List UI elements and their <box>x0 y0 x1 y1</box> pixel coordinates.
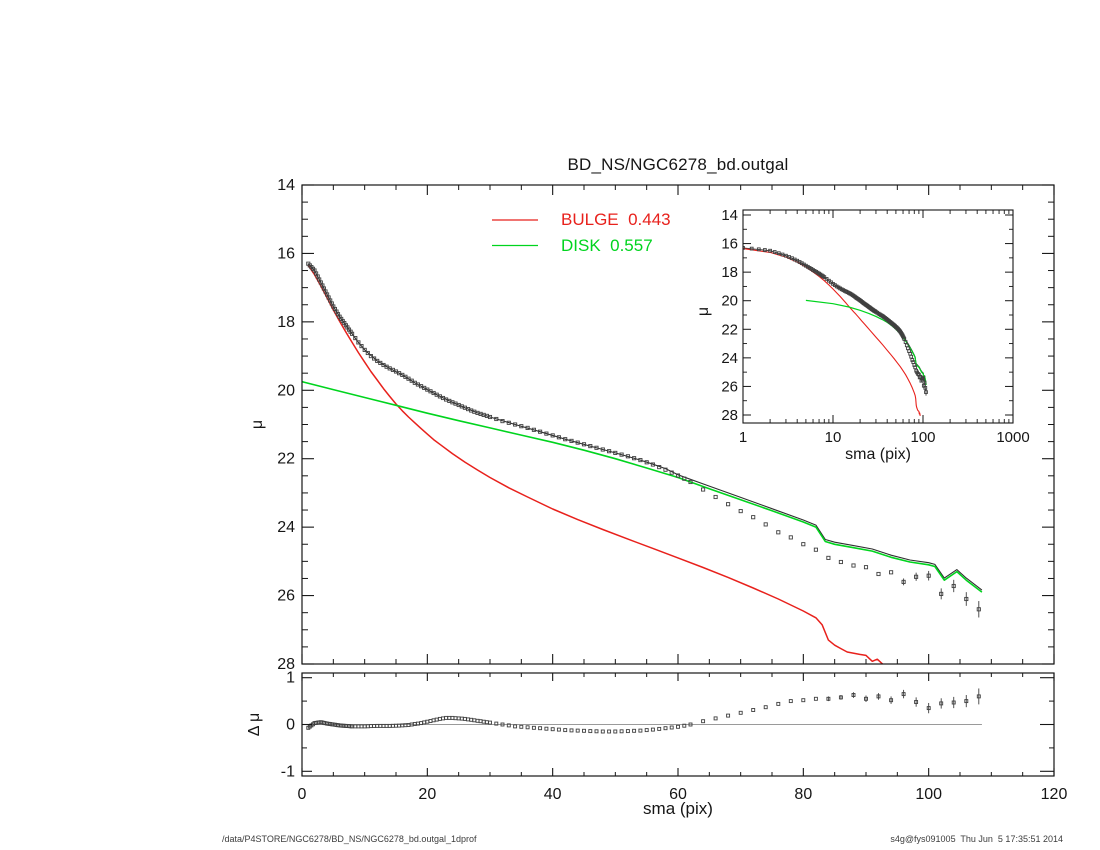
svg-text:24: 24 <box>721 350 738 367</box>
svg-text:14: 14 <box>277 177 295 194</box>
residual-markers <box>306 692 981 734</box>
observed-profile-markers <box>306 261 981 612</box>
svg-text:-1: -1 <box>281 763 295 780</box>
svg-text:1000: 1000 <box>996 429 1029 446</box>
main-plot-series <box>302 261 983 664</box>
svg-text:26: 26 <box>721 378 738 395</box>
svg-text:40: 40 <box>544 786 562 803</box>
main-plot-frame: 14 16 18 20 22 24 26 28 μ <box>249 177 1055 673</box>
svg-text:1: 1 <box>739 429 747 446</box>
svg-text:120: 120 <box>1041 786 1068 803</box>
residual-y-axis-label: Δ μ <box>246 713 263 736</box>
legend-label-disk: DISK 0.557 <box>561 236 653 255</box>
svg-text:22: 22 <box>277 451 295 468</box>
svg-text:20: 20 <box>277 382 295 399</box>
svg-text:16: 16 <box>277 245 295 262</box>
legend-line-samples <box>492 219 538 247</box>
svg-text:1: 1 <box>286 670 295 687</box>
svg-text:18: 18 <box>721 264 738 281</box>
svg-text:14: 14 <box>721 207 738 224</box>
svg-text:0: 0 <box>298 786 307 803</box>
shared-x-axis-label: sma (pix) <box>643 799 713 818</box>
svg-text:10: 10 <box>825 429 842 446</box>
residual-plot <box>302 688 982 734</box>
footer-file-path: /data/P4STORE/NGC6278/BD_NS/NGC6278_bd.o… <box>222 834 477 844</box>
inset-y-axis-label: μ <box>695 307 712 316</box>
svg-text:18: 18 <box>277 314 295 331</box>
svg-text:60: 60 <box>669 786 687 803</box>
svg-text:28: 28 <box>721 407 738 424</box>
footer-user-timestamp: s4g@fys091005 Thu Jun 5 17:35:51 2014 <box>890 834 1063 844</box>
inset-plot <box>743 246 928 416</box>
inset-plot-frame: 1 10 100 1000 14 16 18 20 22 24 26 28 sma (pix) μ <box>695 207 1030 463</box>
svg-text:16: 16 <box>721 236 738 253</box>
svg-text:80: 80 <box>794 786 812 803</box>
svg-text:100: 100 <box>915 786 942 803</box>
legend-label-bulge: BULGE 0.443 <box>561 210 671 229</box>
svg-text:100: 100 <box>910 429 935 446</box>
svg-text:20: 20 <box>721 293 738 310</box>
svg-text:22: 22 <box>721 321 738 338</box>
main-y-axis-label: μ <box>249 420 266 429</box>
svg-text:20: 20 <box>418 786 436 803</box>
svg-text:26: 26 <box>277 588 295 605</box>
inset-profile-markers <box>743 246 928 394</box>
inset-x-axis-label: sma (pix) <box>845 446 911 463</box>
residual-series <box>302 688 982 734</box>
main-plot <box>302 261 983 664</box>
svg-text:28: 28 <box>277 656 295 673</box>
chart-title: BD_NS/NGC6278_bd.outgal <box>567 155 789 174</box>
svg-text:24: 24 <box>277 519 295 536</box>
inset-plot-series <box>743 246 928 416</box>
svg-text:0: 0 <box>286 717 295 734</box>
